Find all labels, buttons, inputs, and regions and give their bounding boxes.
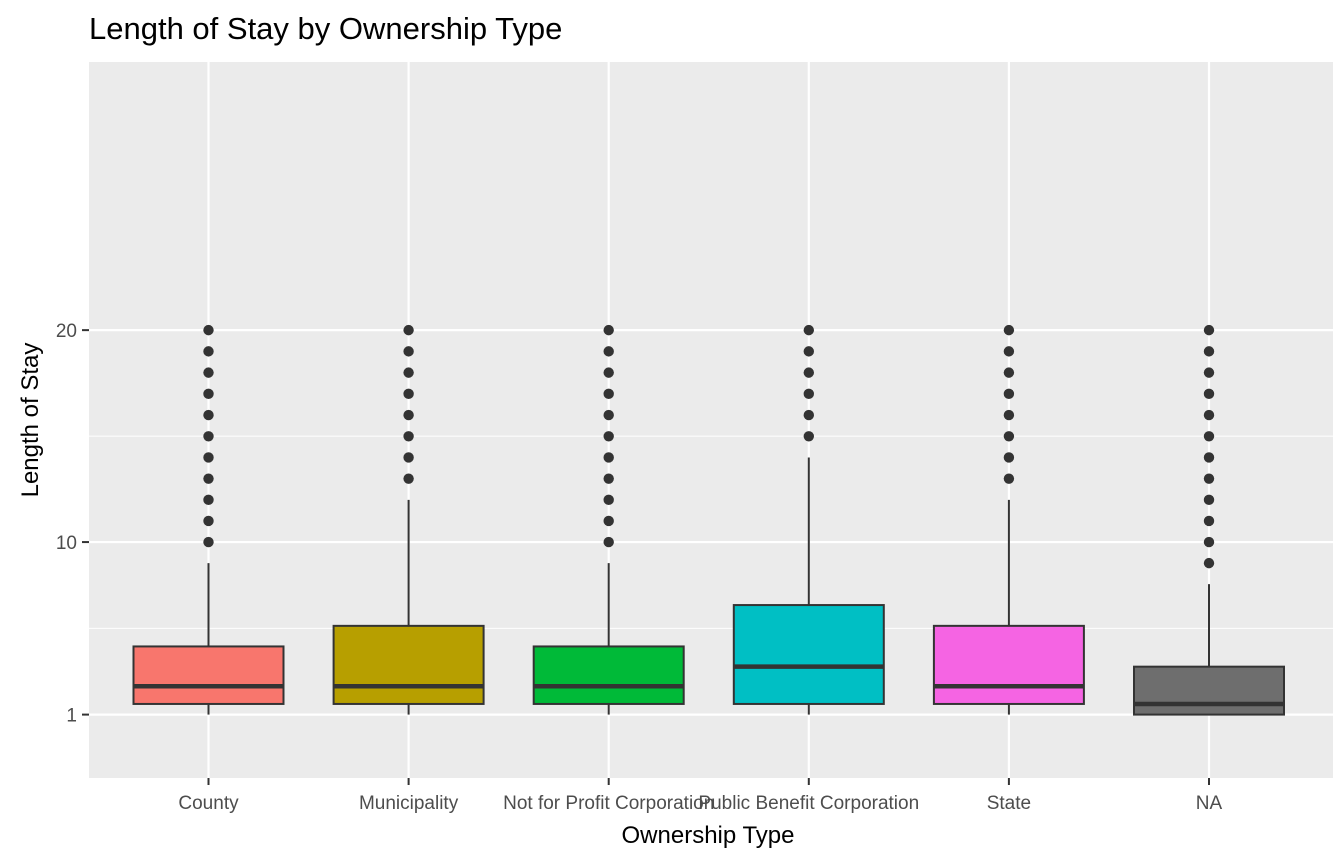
outlier-point [803,346,814,357]
outlier-point [203,452,214,463]
outlier-point [603,367,614,378]
outlier-point [1203,494,1215,506]
x-tick-label: Municipality [359,793,459,814]
outlier-point [1203,557,1215,569]
outlier-point [1003,473,1015,484]
outlier-point [203,409,214,421]
box-county [132,324,285,715]
outlier-point [203,473,214,484]
outlier-point [803,367,814,378]
outlier-point [603,431,614,442]
outlier-point [603,494,614,506]
box-body [532,645,685,705]
outlier-point [1003,409,1015,421]
outlier-point [1003,324,1015,336]
outlier-point [603,324,614,336]
x-axis: County Municipality Not for Profit Corpora… [178,778,1223,814]
box-na [1133,324,1285,716]
outlier-point [603,536,614,548]
y-tick-label: 1 [66,706,77,727]
box-not-for-profit-corporation [532,324,685,715]
outlier-point [203,367,214,378]
box-body [932,624,1085,705]
outlier-point [203,324,214,336]
outlier-point [1203,515,1215,527]
outlier-point [1203,367,1215,378]
boxes [132,324,1285,716]
outlier-point [403,409,414,421]
outlier-point [603,388,614,400]
outlier-point [1203,431,1215,442]
box-body [732,604,885,705]
x-tick-label: Public Benefit Corporation [698,793,919,814]
outlier-point [803,431,814,442]
outlier-point [403,346,414,357]
outlier-point [1203,452,1215,463]
x-axis-title: Ownership Type [622,822,795,849]
outlier-point [803,409,814,421]
outlier-point [403,388,414,400]
outlier-point [1203,536,1215,548]
outlier-point [203,515,214,527]
box-public-benefit-corporation [732,324,885,715]
plot-panel [89,62,1333,778]
y-axis: 1 10 20 [56,321,89,727]
y-axis-title: Length of Stay [17,343,44,498]
outlier-point [803,388,814,400]
x-tick-label: County [178,793,239,814]
y-tick-label: 10 [56,533,77,554]
outlier-point [1003,431,1015,442]
outlier-point [203,346,214,357]
outlier-point [403,324,414,336]
outlier-point [603,346,614,357]
outlier-point [1003,367,1015,378]
outlier-point [603,473,614,484]
outlier-point [403,431,414,442]
box-municipality [332,324,485,715]
outlier-point [1203,388,1215,400]
x-tick-label: State [987,793,1031,814]
outlier-point [403,452,414,463]
outlier-point [203,388,214,400]
y-tick-label: 20 [56,321,77,342]
x-tick-label: NA [1196,793,1223,814]
outlier-point [203,431,214,442]
outlier-point [1203,473,1215,484]
outlier-point [203,494,214,506]
outlier-point [1003,346,1015,357]
outlier-point [603,409,614,421]
box-state [932,324,1085,715]
outlier-point [603,452,614,463]
outlier-point [803,324,814,336]
box-body [332,624,485,705]
chart-title: Length of Stay by Ownership Type [89,11,562,46]
outlier-point [1203,409,1215,421]
outlier-point [403,473,414,484]
outlier-point [203,536,214,548]
x-tick-label: Not for Profit Corporation [503,793,714,814]
outlier-point [1003,388,1015,400]
box-body [132,645,285,705]
outlier-point [1203,324,1215,336]
outlier-point [603,515,614,527]
box-body [1133,665,1285,716]
outlier-point [1203,346,1215,357]
outlier-point [403,367,414,378]
outlier-point [1003,452,1015,463]
